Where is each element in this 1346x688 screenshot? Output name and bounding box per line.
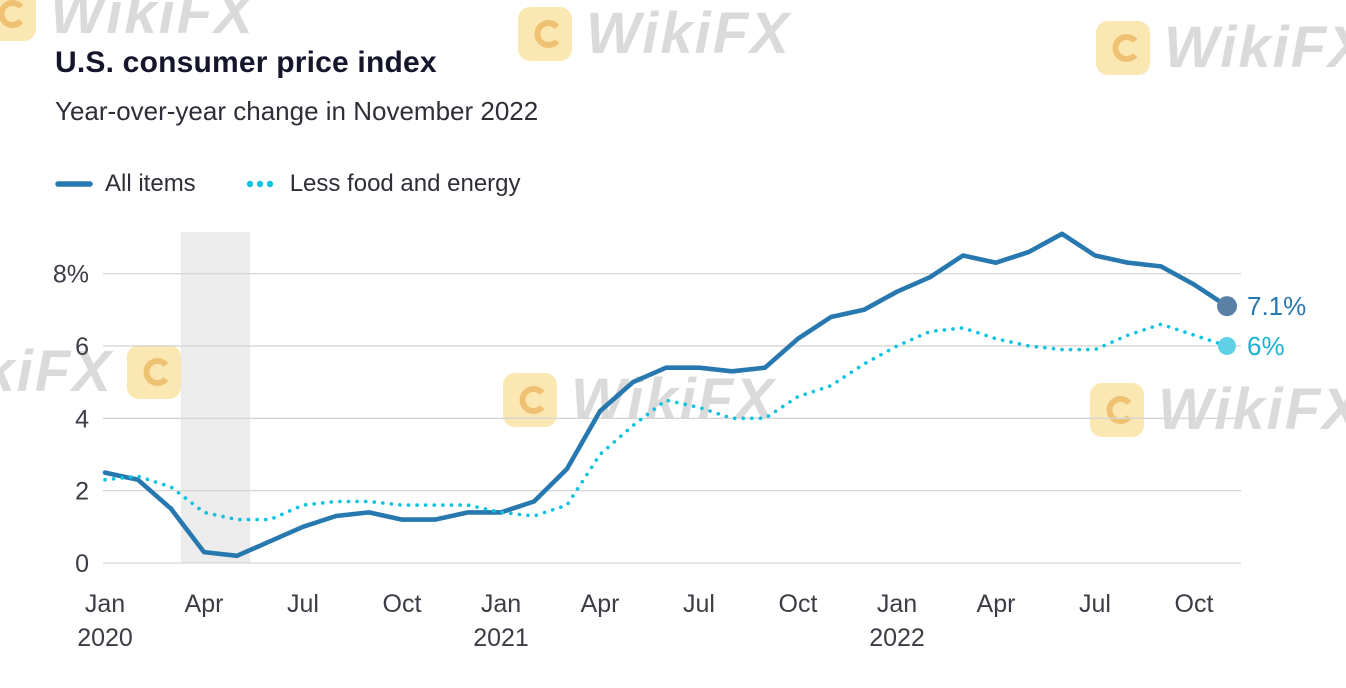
svg-text:Apr: Apr — [185, 590, 224, 618]
legend-item-all-items: All items — [55, 170, 196, 198]
svg-text:Jan: Jan — [877, 590, 917, 618]
svg-text:Apr: Apr — [977, 590, 1016, 618]
solid-line-swatch-icon — [55, 181, 93, 187]
svg-text:8%: 8% — [53, 261, 89, 289]
legend-label-all-items: All items — [105, 170, 196, 197]
svg-text:6: 6 — [75, 333, 89, 361]
svg-text:7.1%: 7.1% — [1247, 291, 1306, 321]
svg-text:Oct: Oct — [383, 590, 422, 618]
legend-label-less-food-and-energy: Less food and energy — [289, 170, 521, 197]
svg-text:2022: 2022 — [869, 624, 925, 652]
chart-subtitle: Year-over-year change in November 2022 — [55, 96, 539, 126]
svg-text:Jul: Jul — [287, 590, 319, 618]
dotted-line-swatch-icon — [246, 180, 273, 188]
svg-text:6%: 6% — [1247, 331, 1285, 361]
svg-text:2021: 2021 — [473, 624, 529, 652]
svg-text:2020: 2020 — [77, 624, 133, 652]
svg-text:Oct: Oct — [1175, 590, 1214, 618]
svg-text:Jan: Jan — [85, 590, 125, 618]
svg-text:Jan: Jan — [481, 590, 521, 618]
chart-title: U.S. consumer price index — [55, 46, 437, 79]
svg-text:Jul: Jul — [1079, 590, 1111, 618]
svg-text:Jul: Jul — [683, 590, 715, 618]
svg-text:Apr: Apr — [581, 590, 620, 618]
svg-text:Oct: Oct — [779, 590, 818, 618]
legend-item-less-food-and-energy: Less food and energy — [244, 170, 521, 198]
svg-text:0: 0 — [75, 550, 89, 578]
chart-header: U.S. consumer price index Year-over-year… — [55, 46, 538, 127]
svg-text:2: 2 — [75, 478, 89, 506]
svg-text:4: 4 — [75, 405, 89, 433]
chart-legend: All items Less food and energy — [55, 170, 521, 198]
